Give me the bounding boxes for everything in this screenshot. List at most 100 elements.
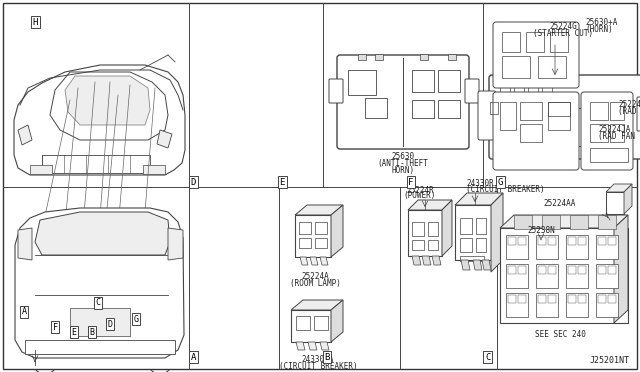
Polygon shape: [455, 193, 503, 205]
FancyBboxPatch shape: [329, 79, 343, 103]
Bar: [536, 235, 558, 259]
Bar: [365, 98, 387, 118]
Bar: [604, 108, 630, 146]
Text: H: H: [33, 18, 38, 27]
Bar: [518, 112, 528, 122]
Bar: [314, 316, 328, 330]
Polygon shape: [35, 212, 170, 255]
Bar: [420, 54, 428, 60]
Bar: [508, 295, 516, 303]
Bar: [590, 102, 608, 120]
Bar: [514, 215, 532, 229]
Bar: [610, 124, 624, 142]
Text: E: E: [280, 178, 285, 187]
Polygon shape: [572, 240, 584, 280]
Text: C: C: [485, 353, 490, 362]
Text: (HORN): (HORN): [585, 25, 612, 34]
Bar: [508, 266, 516, 274]
Bar: [606, 192, 624, 214]
Polygon shape: [510, 240, 584, 252]
Bar: [412, 70, 434, 92]
Bar: [542, 86, 552, 102]
Bar: [500, 108, 532, 146]
Bar: [502, 56, 530, 78]
Text: (CIRCUIT BREAKER): (CIRCUIT BREAKER): [278, 362, 357, 371]
Polygon shape: [482, 260, 491, 270]
Text: 24330R: 24330R: [466, 179, 493, 188]
Polygon shape: [168, 228, 183, 260]
Bar: [536, 244, 552, 252]
Bar: [566, 235, 588, 259]
Polygon shape: [614, 215, 628, 323]
Polygon shape: [296, 342, 305, 350]
Bar: [299, 222, 311, 234]
Bar: [515, 244, 531, 252]
Bar: [295, 215, 331, 257]
Bar: [500, 86, 510, 102]
Text: J25201NT: J25201NT: [590, 356, 630, 365]
Bar: [548, 102, 570, 116]
Polygon shape: [18, 125, 32, 145]
Bar: [375, 54, 383, 60]
Text: (CIRCUIT BREAKER): (CIRCUIT BREAKER): [466, 185, 545, 194]
Bar: [590, 148, 628, 162]
Polygon shape: [408, 200, 452, 210]
Bar: [490, 102, 498, 114]
Text: 25630: 25630: [392, 152, 415, 161]
Polygon shape: [473, 260, 482, 270]
Bar: [42, 155, 150, 173]
Bar: [568, 237, 576, 245]
Bar: [578, 237, 586, 245]
Bar: [548, 295, 556, 303]
Text: B: B: [324, 353, 330, 362]
Bar: [460, 218, 472, 234]
Bar: [555, 244, 571, 252]
Bar: [536, 293, 558, 317]
Bar: [508, 280, 574, 290]
Text: B: B: [89, 328, 94, 337]
Bar: [574, 108, 600, 146]
Bar: [412, 240, 424, 250]
Bar: [460, 256, 484, 261]
Bar: [598, 295, 606, 303]
Bar: [438, 70, 460, 92]
Bar: [520, 124, 542, 142]
Polygon shape: [412, 256, 421, 265]
FancyBboxPatch shape: [489, 75, 640, 159]
Bar: [348, 70, 376, 95]
Polygon shape: [308, 342, 317, 350]
Bar: [518, 295, 526, 303]
Polygon shape: [491, 193, 503, 272]
Text: 25224G: 25224G: [549, 22, 577, 31]
Bar: [570, 215, 588, 229]
Text: 25224R: 25224R: [406, 186, 434, 195]
Bar: [408, 210, 442, 256]
Bar: [542, 215, 560, 229]
Text: 25224A: 25224A: [301, 272, 329, 281]
FancyBboxPatch shape: [493, 92, 579, 170]
Bar: [476, 218, 486, 234]
Bar: [428, 240, 438, 250]
Polygon shape: [331, 300, 343, 342]
Bar: [598, 237, 606, 245]
FancyBboxPatch shape: [337, 55, 469, 149]
Polygon shape: [300, 257, 308, 265]
Bar: [506, 293, 528, 317]
Bar: [25, 340, 175, 354]
Polygon shape: [320, 342, 329, 350]
Text: 25224J: 25224J: [618, 100, 640, 109]
Polygon shape: [331, 205, 343, 257]
Bar: [578, 295, 586, 303]
Polygon shape: [432, 256, 441, 265]
Bar: [538, 237, 546, 245]
Bar: [518, 237, 526, 245]
Bar: [526, 32, 544, 52]
Text: 25630+A: 25630+A: [585, 18, 618, 27]
Bar: [438, 100, 460, 118]
Bar: [30, 165, 52, 174]
Polygon shape: [295, 205, 343, 215]
Bar: [358, 54, 366, 60]
Text: E: E: [72, 328, 77, 337]
Polygon shape: [490, 18, 635, 175]
Bar: [548, 237, 556, 245]
